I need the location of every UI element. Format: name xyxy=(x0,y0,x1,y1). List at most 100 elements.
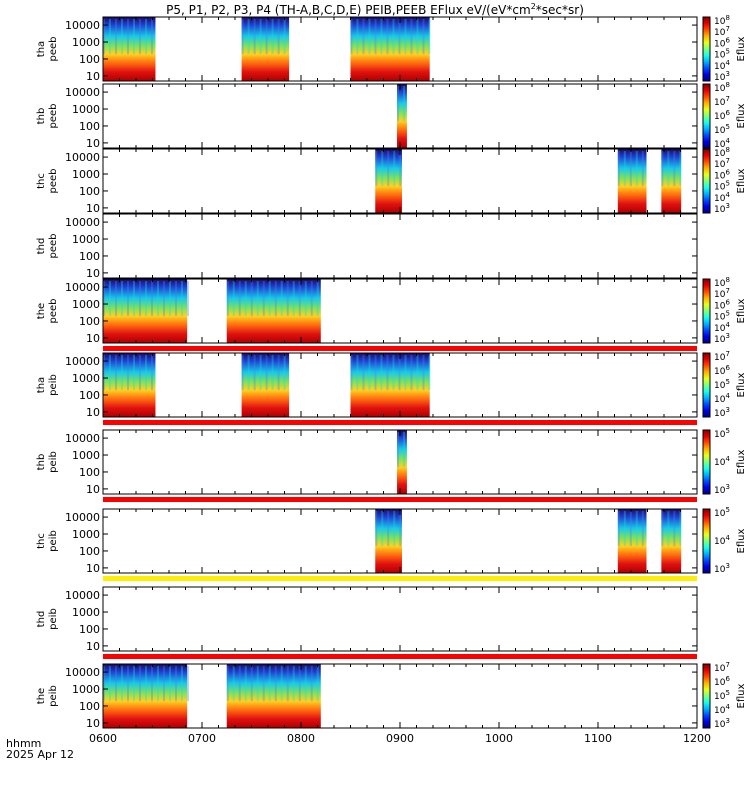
spectrogram-streak xyxy=(623,511,626,547)
y-label-probe: tha xyxy=(36,377,47,393)
spectrogram-streak xyxy=(641,511,644,547)
status-bar xyxy=(103,497,697,502)
spectrogram-streak xyxy=(310,281,313,317)
spectrogram-streak xyxy=(356,355,359,391)
spectrogram-streak xyxy=(416,19,419,55)
spectrogram-streak xyxy=(133,355,135,391)
x-axis-label: hhmm xyxy=(6,737,42,750)
spectrogram-block xyxy=(103,664,188,728)
y-label-probe: thd xyxy=(36,611,47,628)
spectrogram-streak xyxy=(121,355,123,391)
spectrogram-streak xyxy=(380,355,383,391)
y-tick-label: 10000 xyxy=(65,151,100,164)
spectrogram-streak xyxy=(127,19,129,55)
spectrogram-streak xyxy=(356,19,359,55)
spectrogram-streak xyxy=(679,151,682,187)
spectrogram-streak xyxy=(428,19,431,55)
y-label-probe: thc xyxy=(36,173,47,189)
spectrogram-streak xyxy=(133,666,135,702)
spectrogram-streak xyxy=(428,355,431,391)
spectrogram-streak xyxy=(316,281,319,317)
spectrogram-streak xyxy=(265,355,268,391)
spectrogram-streak xyxy=(416,355,419,391)
status-bar xyxy=(103,420,697,425)
spectrogram-streak xyxy=(265,19,268,55)
spectrogram-streak xyxy=(298,666,301,702)
colorbar-tick-label: 106 xyxy=(714,168,730,181)
spectrogram-streak xyxy=(280,281,283,317)
y-label-probe: thb xyxy=(36,454,47,471)
spectrogram-streak xyxy=(253,355,256,391)
colorbar-tick-label: 103 xyxy=(714,70,730,83)
spectrogram-streak xyxy=(617,151,620,187)
spectrogram-streak xyxy=(181,666,183,702)
spectrogram-streak xyxy=(151,666,153,702)
spectrogram-streak xyxy=(386,355,389,391)
spectrogram-streak xyxy=(133,281,135,317)
spectrogram-streak xyxy=(381,511,384,547)
y-tick-label: 1000 xyxy=(72,528,100,541)
spectrogram-streak xyxy=(268,281,271,317)
spectrogram-streak xyxy=(661,511,664,547)
colorbar-tick-label: 107 xyxy=(714,661,730,674)
spectrogram-block xyxy=(103,279,188,343)
y-label-product: peeb xyxy=(48,234,59,259)
x-tick-label: 0600 xyxy=(89,732,117,745)
colorbar xyxy=(702,429,711,495)
colorbar-tick-label: 105 xyxy=(714,427,730,440)
colorbar-label: Eflux xyxy=(736,372,747,397)
spectrogram-streak xyxy=(226,281,229,317)
y-label-product: peeb xyxy=(48,37,59,62)
y-tick-label: 100 xyxy=(79,700,100,713)
panel-frame xyxy=(102,663,698,729)
spectrogram-streak xyxy=(304,666,307,702)
spectrogram-streak xyxy=(304,281,307,317)
spectrogram-streak xyxy=(238,281,241,317)
colorbar-tick-label: 103 xyxy=(714,406,730,419)
spectrogram-streak xyxy=(145,19,147,55)
spectrogram-block xyxy=(375,149,402,213)
spectrogram-streak xyxy=(641,151,644,187)
spectrogram-streak xyxy=(398,355,401,391)
spectrogram-streak xyxy=(157,666,159,702)
spectrogram-streak xyxy=(679,511,682,547)
y-tick-label: 100 xyxy=(79,53,100,66)
spectrogram-block xyxy=(661,509,682,573)
y-tick-label: 1000 xyxy=(72,36,100,49)
spectrogram-block xyxy=(617,509,647,573)
colorbar-tick-label: 106 xyxy=(714,298,730,311)
spectrogram-streak xyxy=(392,355,395,391)
spectrogram-streak xyxy=(292,666,295,702)
spectrogram-streak xyxy=(256,281,259,317)
colorbar-tick-label: 106 xyxy=(714,364,730,377)
y-tick-label: 10000 xyxy=(65,589,100,602)
spectrogram-streak xyxy=(232,281,235,317)
spectrogram-block xyxy=(226,664,321,728)
colorbar-tick-label: 107 xyxy=(714,157,730,170)
spectrogram-streak xyxy=(145,355,147,391)
spectrogram-streak xyxy=(253,19,256,55)
x-tick-label: 0700 xyxy=(188,732,216,745)
colorbar-tick-label: 105 xyxy=(714,123,730,136)
y-label-product: peeb xyxy=(48,104,59,129)
colorbar-tick-label: 106 xyxy=(714,675,730,688)
spectrogram-streak xyxy=(187,281,189,317)
spectrogram-streak xyxy=(175,666,177,702)
y-tick-label: 100 xyxy=(79,315,100,328)
y-label-product: peib xyxy=(48,530,59,552)
status-bar xyxy=(103,654,697,659)
spectrogram-streak xyxy=(374,19,377,55)
spectrogram-streak xyxy=(398,19,401,55)
colorbar-tick-label: 105 xyxy=(714,310,730,323)
spectrogram-streak xyxy=(187,666,189,702)
spectrogram-streak xyxy=(139,666,141,702)
spectrogram-streak xyxy=(247,355,250,391)
spectrogram-streak xyxy=(250,281,253,317)
spectrogram-streak xyxy=(286,666,289,702)
y-tick-label: 100 xyxy=(79,250,100,263)
spectrogram-streak xyxy=(241,355,244,391)
chart-title-prefix: P5, P1, P2, P3, P4 (TH-A,B,C,D,E) PEIB,P… xyxy=(166,3,531,17)
